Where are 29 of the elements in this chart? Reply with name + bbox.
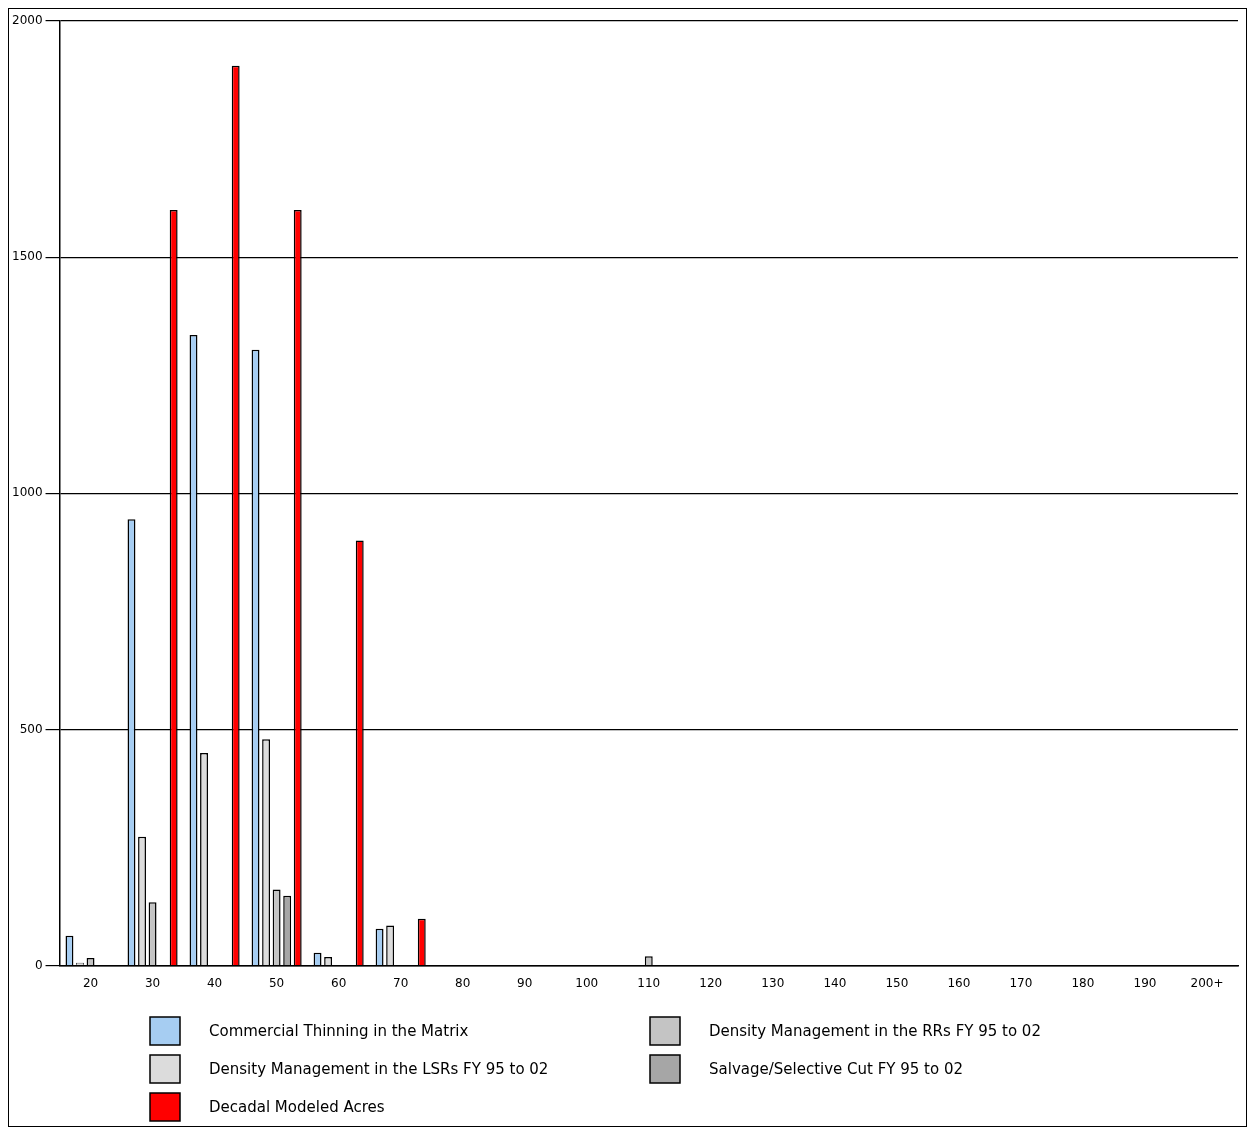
x-tick-label: 20	[82, 975, 99, 990]
x-tick-label: 190	[1133, 975, 1157, 990]
x-tick-label: 100	[575, 975, 599, 990]
legend-label: Density Management in the LSRs FY 95 to 02	[209, 1060, 549, 1078]
x-tick-label: 80	[455, 975, 471, 990]
y-tick-label: 0	[34, 957, 43, 972]
x-tick-label: 60	[331, 975, 347, 990]
x-tick-label: 30	[144, 975, 161, 990]
x-tick-label: 90	[517, 975, 533, 990]
legend-label: Decadal Modeled Acres	[209, 1098, 385, 1116]
x-tick-label: 140	[823, 975, 847, 990]
x-tick-label: 170	[1009, 975, 1033, 990]
x-tick-label: 200+	[1190, 975, 1224, 990]
y-tick-label: 500	[19, 721, 43, 736]
legend-label: Density Management in the RRs FY 95 to 02	[709, 1022, 1041, 1040]
legend-label: Commercial Thinning in the Matrix	[209, 1022, 469, 1040]
y-tick-label: 1000	[11, 485, 43, 500]
x-tick-label: 150	[885, 975, 909, 990]
x-tick-label: 110	[637, 975, 661, 990]
x-tick-label: 50	[268, 975, 285, 990]
x-tick-label: 160	[947, 975, 971, 990]
legend-label: Salvage/Selective Cut FY 95 to 02	[709, 1060, 964, 1078]
x-tick-label: 40	[206, 975, 223, 990]
x-tick-label: 70	[393, 975, 409, 990]
y-tick-label: 1500	[11, 249, 43, 264]
x-tick-label: 180	[1071, 975, 1095, 990]
x-tick-label: 130	[761, 975, 785, 990]
x-tick-label: 120	[699, 975, 723, 990]
y-tick-label: 2000	[11, 13, 43, 28]
